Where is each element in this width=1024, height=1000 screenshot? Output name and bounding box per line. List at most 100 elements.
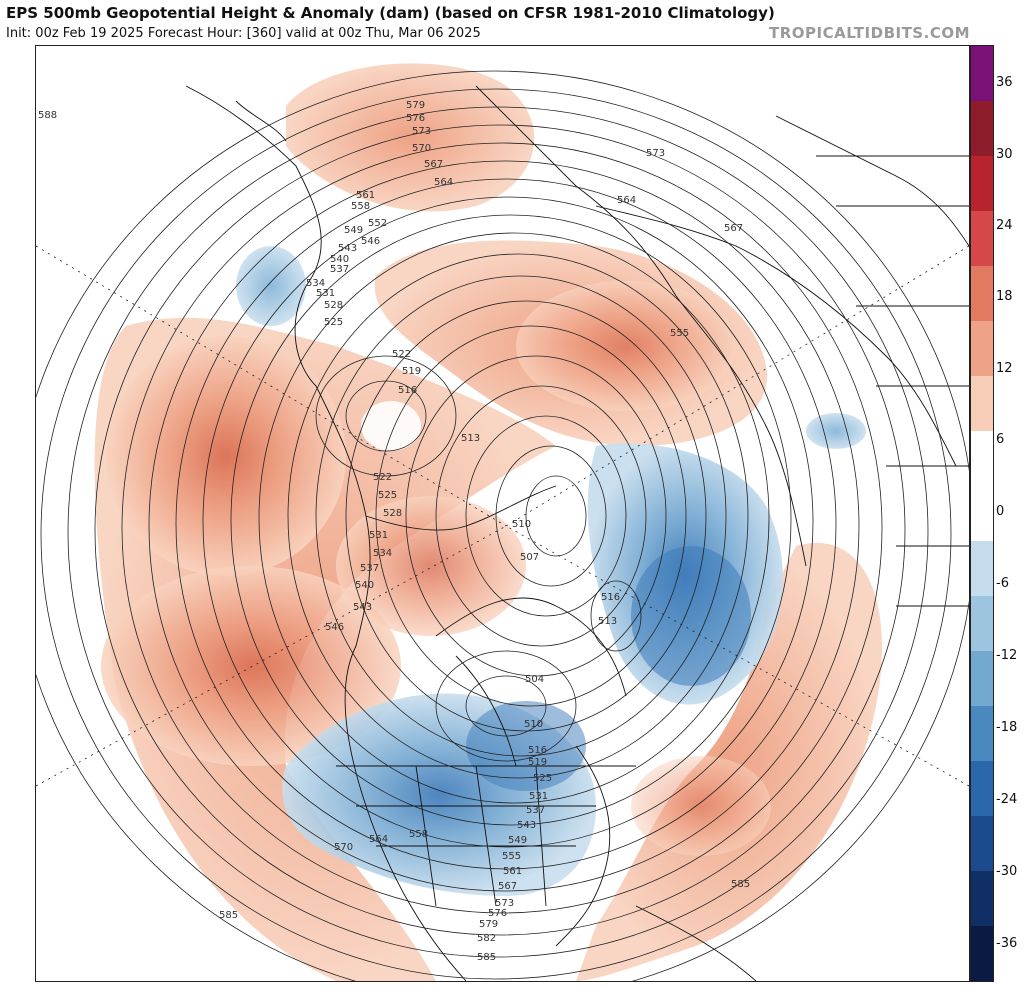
contour-label: 537 — [360, 563, 379, 574]
colorbar-segment — [971, 266, 993, 322]
colorbar-segment — [971, 761, 993, 817]
colorbar-segment — [971, 541, 993, 597]
contour-label: 573 — [646, 148, 665, 159]
contour-label: 570 — [412, 143, 431, 154]
contour-label: 537 — [526, 805, 545, 816]
contour-label: 561 — [503, 866, 522, 877]
contour-label: 564 — [369, 834, 388, 845]
contour-label: 525 — [533, 773, 552, 784]
contour-label: 549 — [344, 225, 363, 236]
contour-label: 546 — [325, 622, 344, 633]
contour-labels: 5885795765735705675645615585525495465435… — [38, 100, 750, 963]
contour-label: 540 — [355, 580, 374, 591]
colorbar-segment — [971, 376, 993, 432]
contour-label: 573 — [495, 898, 514, 909]
contour-label: 531 — [529, 791, 548, 802]
contour-label: 543 — [517, 820, 536, 831]
contour-label: 522 — [392, 349, 411, 360]
contour-label: 546 — [361, 236, 380, 247]
colorbar-segment — [971, 321, 993, 377]
contour-label: 531 — [369, 530, 388, 541]
contour-label: 519 — [402, 366, 421, 377]
contour-label: 558 — [351, 201, 370, 212]
contour-label: 570 — [334, 842, 353, 853]
contour-label: 513 — [598, 616, 617, 627]
colorbar-segment — [971, 706, 993, 762]
contour-label: 519 — [528, 757, 547, 768]
colorbar-segment — [971, 486, 993, 542]
colorbar-segment — [971, 46, 993, 102]
colorbar-tick-label: -24 — [996, 792, 1018, 807]
contour-label: 585 — [731, 879, 750, 890]
brand-watermark: TROPICALTIDBITS.COM — [769, 24, 970, 42]
contour-label: 552 — [368, 218, 387, 229]
contour-label: 525 — [378, 490, 397, 501]
contour-label: 525 — [324, 317, 343, 328]
contour-label: 567 — [498, 881, 517, 892]
contour-label: 534 — [306, 278, 325, 289]
colorbar-tick-label: -6 — [996, 576, 1009, 591]
contour-label: 585 — [219, 910, 238, 921]
colorbar-tick-label: -30 — [996, 864, 1018, 879]
contour-label: 528 — [383, 508, 402, 519]
anomaly-colorbar — [970, 45, 994, 982]
contour-label: 576 — [488, 908, 507, 919]
anomaly-shading — [94, 63, 883, 981]
contour-label: 507 — [520, 552, 539, 563]
contour-label: 588 — [38, 110, 57, 121]
contour-label: 585 — [477, 952, 496, 963]
colorbar-segment — [971, 211, 993, 267]
contour-label: 516 — [398, 385, 417, 396]
colorbar-tick-label: 24 — [996, 218, 1013, 233]
contour-label: 564 — [617, 195, 636, 206]
anomaly-map: 5885795765735705675645615585525495465435… — [36, 63, 969, 981]
contour-label: 510 — [524, 719, 543, 730]
colorbar-segment — [971, 871, 993, 927]
contour-label: 567 — [724, 223, 743, 234]
contour-label: 579 — [479, 919, 498, 930]
colorbar-tick-label: 6 — [996, 432, 1005, 447]
contour-label: 573 — [412, 126, 431, 137]
colorbar-tick-label: 18 — [996, 289, 1013, 304]
contour-label: 543 — [353, 602, 372, 613]
colorbar-tick-label: -12 — [996, 648, 1018, 663]
colorbar-segment — [971, 156, 993, 212]
coastlines — [185, 85, 969, 981]
colorbar-segment — [971, 431, 993, 487]
colorbar-tick-label: 36 — [996, 75, 1013, 90]
colorbar-segment — [971, 651, 993, 707]
contour-label: 510 — [512, 519, 531, 530]
contour-label: 531 — [316, 288, 335, 299]
contour-label: 537 — [330, 264, 349, 275]
height-contours — [36, 70, 969, 981]
contour-label: 561 — [356, 190, 375, 201]
colorbar-segment — [971, 926, 993, 981]
contour-label: 516 — [601, 592, 620, 603]
contour-label: 555 — [670, 328, 689, 339]
contour-label: 549 — [508, 835, 527, 846]
contour-label: 522 — [373, 472, 392, 483]
contour-label: 504 — [525, 674, 544, 685]
contour-label: 543 — [338, 243, 357, 254]
colorbar-segment — [971, 101, 993, 157]
colorbar-segment — [971, 596, 993, 652]
contour-label: 582 — [477, 933, 496, 944]
colorbar-tick-label: -18 — [996, 720, 1018, 735]
map-subtitle: Init: 00z Feb 19 2025 Forecast Hour: [36… — [6, 26, 481, 41]
map-title: EPS 500mb Geopotential Height & Anomaly … — [6, 4, 775, 22]
contour-label: 558 — [409, 829, 428, 840]
colorbar-tick-label: 0 — [996, 504, 1005, 519]
contour-label: 540 — [330, 254, 349, 265]
map-panel: 588 579 576 573 570 567 564 561 558 552 549 546 543 5… — [35, 45, 970, 982]
colorbar-tick-label: 30 — [996, 147, 1013, 162]
contour-label: 555 — [502, 851, 521, 862]
contour-label: 516 — [528, 745, 547, 756]
colorbar-tick-label: 12 — [996, 361, 1013, 376]
colorbar-segment — [971, 816, 993, 872]
contour-label: 576 — [406, 113, 425, 124]
contour-label: 513 — [461, 433, 480, 444]
contour-label: 528 — [324, 300, 343, 311]
contour-label: 567 — [424, 159, 443, 170]
contour-label: 579 — [406, 100, 425, 111]
contour-label: 564 — [434, 177, 453, 188]
